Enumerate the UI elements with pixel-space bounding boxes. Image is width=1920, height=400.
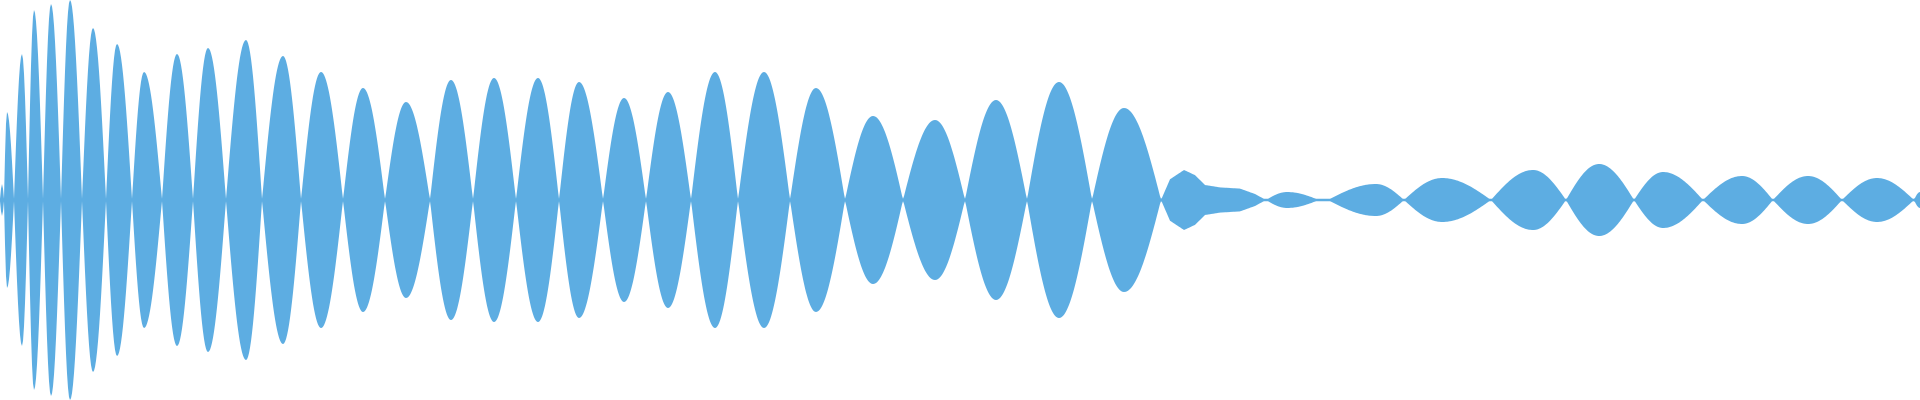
audio-waveform	[0, 0, 1920, 400]
waveform-envelope	[0, 0, 1920, 400]
